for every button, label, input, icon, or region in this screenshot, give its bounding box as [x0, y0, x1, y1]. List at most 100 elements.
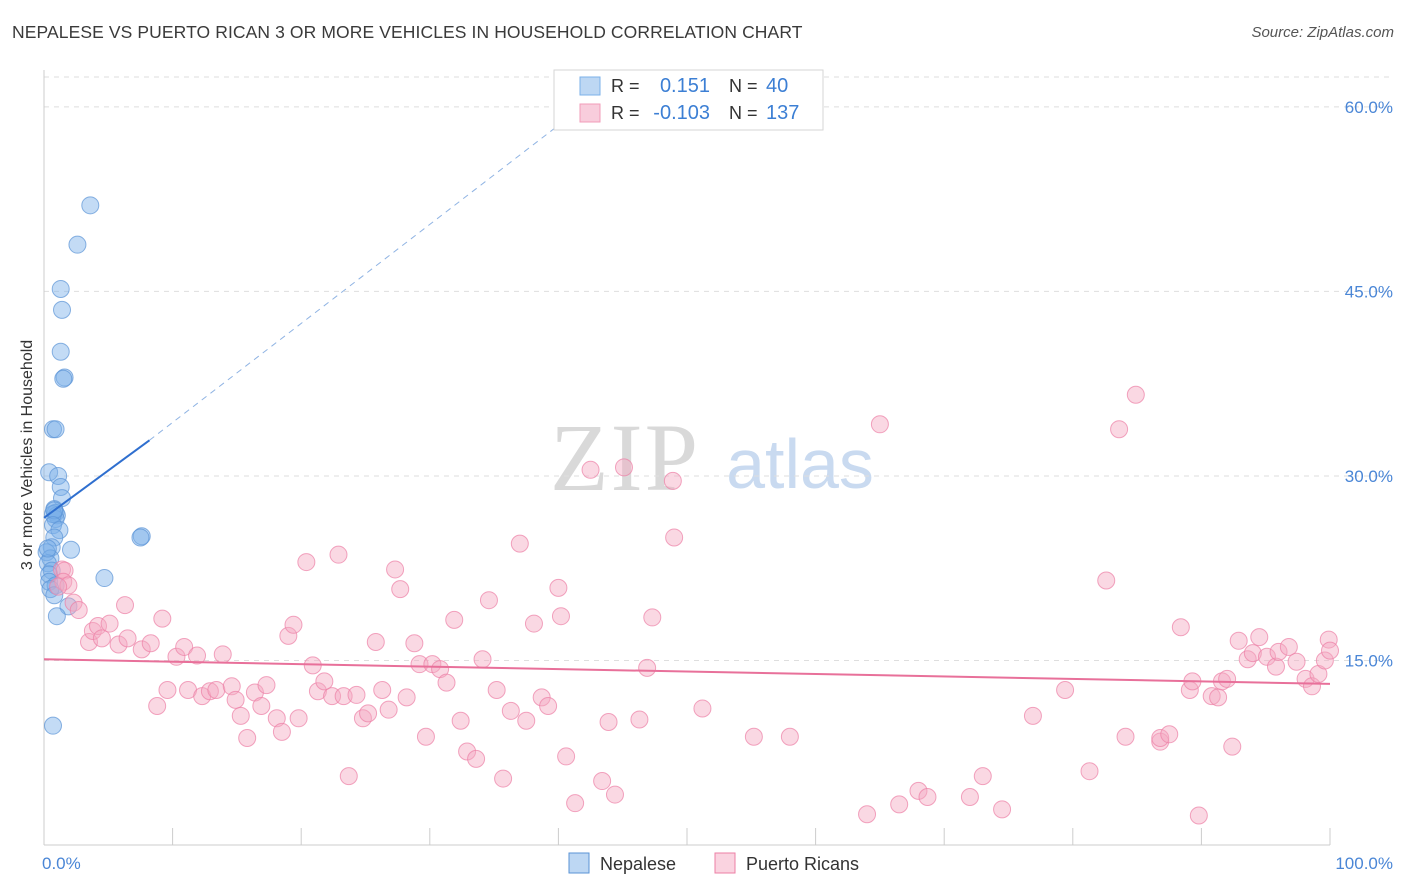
puerto-rican-point	[279, 626, 298, 645]
stats-n-label: N =	[729, 103, 758, 123]
puerto-rican-point	[353, 709, 372, 728]
puerto-rican-point	[605, 785, 624, 804]
puerto-rican-point	[467, 749, 486, 768]
puerto-rican-point	[272, 722, 291, 741]
nepalese-point	[132, 527, 151, 546]
puerto-rican-point	[1279, 637, 1298, 656]
puerto-rican-point	[960, 788, 979, 807]
chart-title: NEPALESE VS PUERTO RICAN 3 OR MORE VEHIC…	[12, 22, 803, 42]
legend-label: Nepalese	[600, 854, 676, 874]
watermark-atlas: atlas	[726, 425, 874, 503]
puerto-rican-point	[614, 458, 633, 477]
puerto-rican-point	[501, 701, 520, 720]
puerto-rican-point	[118, 629, 137, 648]
puerto-rican-point	[1287, 652, 1306, 671]
puerto-rican-point	[630, 710, 649, 729]
stats-swatch	[579, 76, 601, 96]
puerto-rican-point	[391, 580, 410, 599]
puerto-rican-point	[473, 650, 492, 669]
stats-r-label: R =	[611, 103, 640, 123]
puerto-rican-point	[1202, 687, 1221, 706]
puerto-rican-point	[510, 534, 529, 553]
puerto-rican-point	[1023, 706, 1042, 725]
puerto-rican-point	[339, 767, 358, 786]
puerto-rican-point	[599, 712, 618, 731]
puerto-rican-point	[175, 637, 194, 656]
puerto-rican-point	[397, 688, 416, 707]
puerto-rican-point	[222, 677, 241, 696]
puerto-rican-point	[539, 696, 558, 715]
puerto-rican-point	[158, 681, 177, 699]
puerto-rican-point	[315, 672, 334, 691]
puerto-rican-point	[231, 706, 250, 725]
puerto-rican-point	[1151, 728, 1170, 747]
puerto-rican-point	[549, 578, 568, 597]
puerto-rican-point	[116, 596, 135, 615]
y-tick-label: 45.0%	[1345, 282, 1393, 301]
nepalese-point	[62, 540, 81, 559]
puerto-rican-point	[69, 601, 88, 620]
nepalese-point	[59, 597, 78, 616]
puerto-rican-point	[524, 614, 543, 633]
puerto-rican-point	[1315, 651, 1334, 670]
puerto-rican-point	[445, 610, 464, 629]
puerto-rican-point	[410, 655, 429, 674]
nepalese-point	[131, 528, 150, 547]
puerto-rican-point	[643, 608, 662, 627]
nepalese-point	[55, 368, 74, 387]
puerto-rican-point	[1321, 641, 1339, 660]
nepalese-point	[68, 235, 87, 254]
puerto-rican-point	[858, 805, 877, 824]
puerto-rican-point	[207, 681, 226, 699]
puerto-rican-point	[252, 696, 271, 715]
puerto-rican-point	[200, 682, 219, 701]
puerto-rican-point	[54, 572, 73, 591]
puerto-rican-point	[373, 681, 392, 699]
nepalese-point	[54, 369, 73, 388]
puerto-rican-point	[347, 685, 366, 704]
puerto-rican-point	[1056, 681, 1075, 699]
puerto-rican-point	[308, 682, 327, 701]
puerto-rican-point	[1151, 732, 1170, 751]
puerto-rican-point	[551, 607, 570, 626]
puerto-rican-point	[366, 633, 385, 652]
nepalese-trend-line	[43, 439, 151, 519]
y-tick-label: 30.0%	[1345, 467, 1393, 486]
nepalese-point	[46, 420, 65, 439]
puerto-rican-point	[1223, 737, 1242, 756]
puerto-rican-point	[557, 747, 576, 766]
puerto-rican-point	[973, 767, 992, 786]
puerto-rican-point	[566, 794, 585, 813]
nepalese-point	[47, 607, 66, 626]
puerto-rican-point	[359, 704, 378, 723]
nepalese-point	[40, 463, 59, 482]
stats-r-value: 0.151	[660, 75, 710, 97]
puerto-rican-point	[870, 415, 889, 434]
puerto-rican-point	[487, 681, 506, 699]
puerto-rican-point	[458, 742, 477, 761]
puerto-rican-point	[1189, 806, 1208, 825]
puerto-rican-trend-line	[43, 658, 1331, 685]
puerto-rican-point	[780, 727, 799, 746]
nepalese-trend-extension	[149, 124, 559, 441]
legend-label: Puerto Ricans	[746, 854, 859, 874]
nepalese-point	[45, 586, 64, 605]
puerto-rican-point	[238, 728, 257, 747]
puerto-rican-point	[284, 615, 303, 634]
puerto-rican-point	[153, 609, 172, 628]
y-tick-label: 60.0%	[1345, 98, 1393, 117]
y-tick-label: 15.0%	[1345, 651, 1393, 670]
puerto-rican-point	[479, 591, 498, 610]
puerto-rican-point	[83, 621, 102, 640]
nepalese-point	[49, 466, 68, 485]
puerto-rican-point	[1250, 628, 1269, 647]
puerto-rican-point	[141, 634, 160, 653]
nepalese-point	[44, 716, 63, 735]
puerto-rican-point	[1126, 385, 1145, 404]
puerto-rican-point	[148, 696, 167, 715]
puerto-rican-point	[581, 460, 600, 479]
puerto-rican-point	[993, 800, 1012, 819]
puerto-rican-point	[1110, 420, 1129, 439]
puerto-rican-point	[517, 711, 536, 730]
